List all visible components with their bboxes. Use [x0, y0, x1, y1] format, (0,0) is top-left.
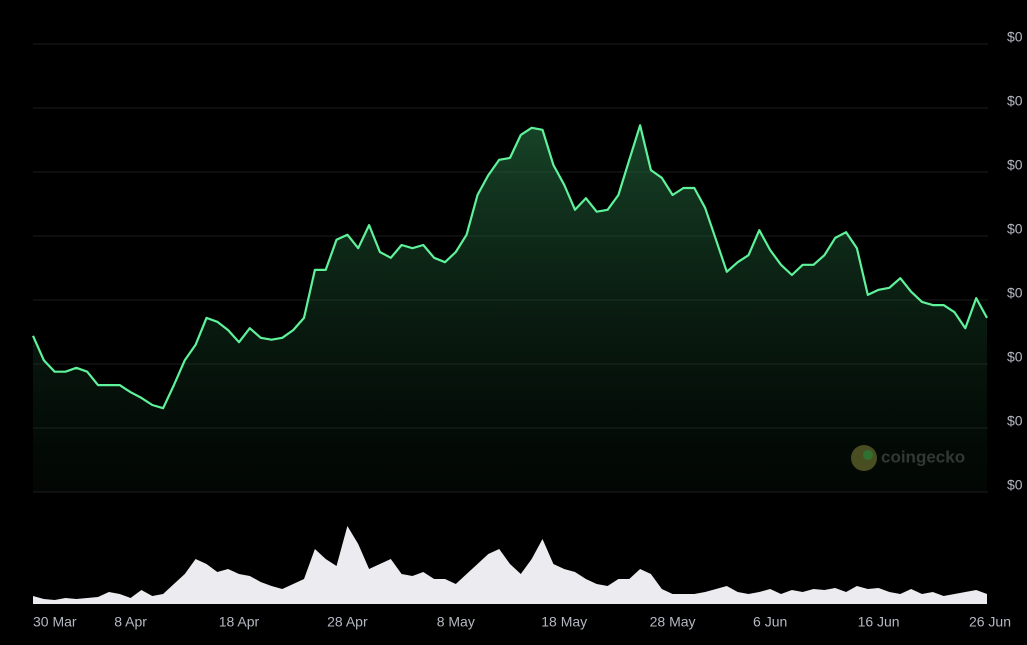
- x-tick-label: 26 Jun: [969, 614, 1011, 630]
- x-tick-label: 8 May: [437, 614, 475, 630]
- y-tick-label: $0: [1007, 285, 1023, 301]
- y-tick-label: $0: [1007, 413, 1023, 429]
- price-line: [31, 124, 988, 410]
- x-tick-label: 18 Apr: [219, 614, 260, 630]
- price-area: [33, 125, 987, 493]
- y-tick-label: $0: [1007, 157, 1023, 173]
- y-tick-label: $0: [1007, 221, 1023, 237]
- x-tick-label: 18 May: [541, 614, 587, 630]
- x-tick-label: 8 Apr: [114, 614, 147, 630]
- volume-area: [33, 526, 987, 604]
- y-tick-label: $0: [1007, 93, 1023, 109]
- y-tick-label: $0: [1007, 29, 1023, 45]
- x-tick-label: 16 Jun: [858, 614, 900, 630]
- x-tick-label: 28 Apr: [327, 614, 368, 630]
- x-tick-label: 30 Mar: [33, 614, 77, 630]
- x-tick-label: 6 Jun: [753, 614, 787, 630]
- y-tick-label: $0: [1007, 477, 1023, 493]
- y-tick-label: $0: [1007, 349, 1023, 365]
- x-tick-label: 28 May: [650, 614, 696, 630]
